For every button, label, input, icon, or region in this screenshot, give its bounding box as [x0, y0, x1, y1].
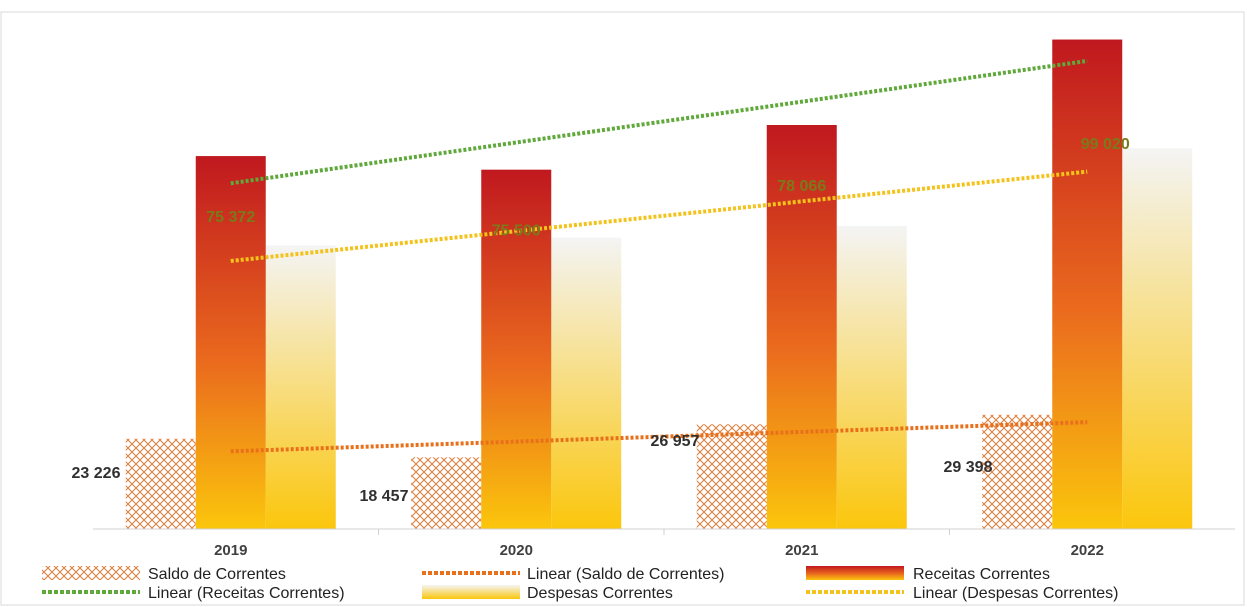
legend-trend-receitas-label: Linear (Receitas Correntes) — [148, 585, 345, 602]
legend-trend-saldo: Linear (Saldo de Correntes) — [422, 566, 724, 583]
data-label-saldo-2022: 29 398 — [944, 459, 993, 476]
bar-receitas-2019 — [195, 156, 266, 530]
data-label-receitas-2020: 75 500 — [492, 223, 541, 240]
x-tick-label-2022: 2022 — [1071, 542, 1104, 559]
data-labels-group: 23 226 18 457 26 957 29 398 75 372 75 500 78 0… — [72, 136, 1130, 505]
trendlines-group — [230, 58, 1088, 454]
legend-saldo-label: Saldo de Correntes — [148, 566, 286, 583]
bar-saldo-2019 — [125, 438, 196, 529]
bar-receitas-2022 — [1052, 39, 1123, 530]
x-axis-ticks: 2019 2020 2021 2022 — [214, 529, 1104, 559]
x-tick-label-2019: 2019 — [214, 542, 247, 559]
bar-despesas-2020 — [551, 237, 622, 529]
bar-receitas-2021 — [766, 125, 837, 529]
legend-receitas-label: Receitas Correntes — [913, 566, 1050, 583]
legend-receitas: Receitas Correntes — [806, 566, 1050, 583]
bars-group — [125, 39, 1193, 530]
data-label-saldo-2021: 26 957 — [651, 433, 700, 450]
legend: Saldo de Correntes Linear (Saldo de Corre… — [42, 566, 1118, 602]
x-tick-label-2020: 2020 — [500, 542, 533, 559]
data-label-receitas-2019: 75 372 — [206, 209, 255, 226]
legend-despesas-label: Despesas Correntes — [527, 585, 673, 602]
legend-trend-saldo-label: Linear (Saldo de Correntes) — [527, 566, 724, 583]
data-label-receitas-2022: 99 020 — [1081, 136, 1130, 153]
legend-saldo: Saldo de Correntes — [42, 566, 286, 583]
bar-despesas-2022 — [1122, 148, 1193, 530]
data-label-receitas-2021: 78 066 — [777, 178, 826, 195]
bar-saldo-2020 — [411, 457, 482, 529]
chart-frame — [0, 11, 1245, 606]
bar-saldo-2022 — [982, 414, 1053, 529]
data-label-saldo-2019: 23 226 — [72, 465, 121, 482]
bar-despesas-2019 — [265, 245, 336, 529]
trendline-receitas — [230, 58, 1088, 186]
data-label-saldo-2020: 18 457 — [360, 488, 409, 505]
trendline-despesas — [230, 169, 1088, 263]
legend-despesas-swatch — [422, 585, 520, 599]
bar-saldo-2021 — [696, 424, 767, 529]
legend-trend-despesas: Linear (Despesas Correntes) — [806, 585, 1118, 602]
legend-despesas: Despesas Correntes — [422, 585, 673, 602]
legend-saldo-swatch — [42, 566, 140, 580]
legend-trend-receitas: Linear (Receitas Correntes) — [42, 585, 345, 602]
x-tick-label-2021: 2021 — [785, 542, 818, 559]
bar-despesas-2021 — [836, 226, 907, 529]
legend-receitas-swatch — [806, 566, 904, 580]
legend-trend-despesas-label: Linear (Despesas Correntes) — [913, 585, 1118, 602]
trendline-saldo — [230, 420, 1088, 454]
